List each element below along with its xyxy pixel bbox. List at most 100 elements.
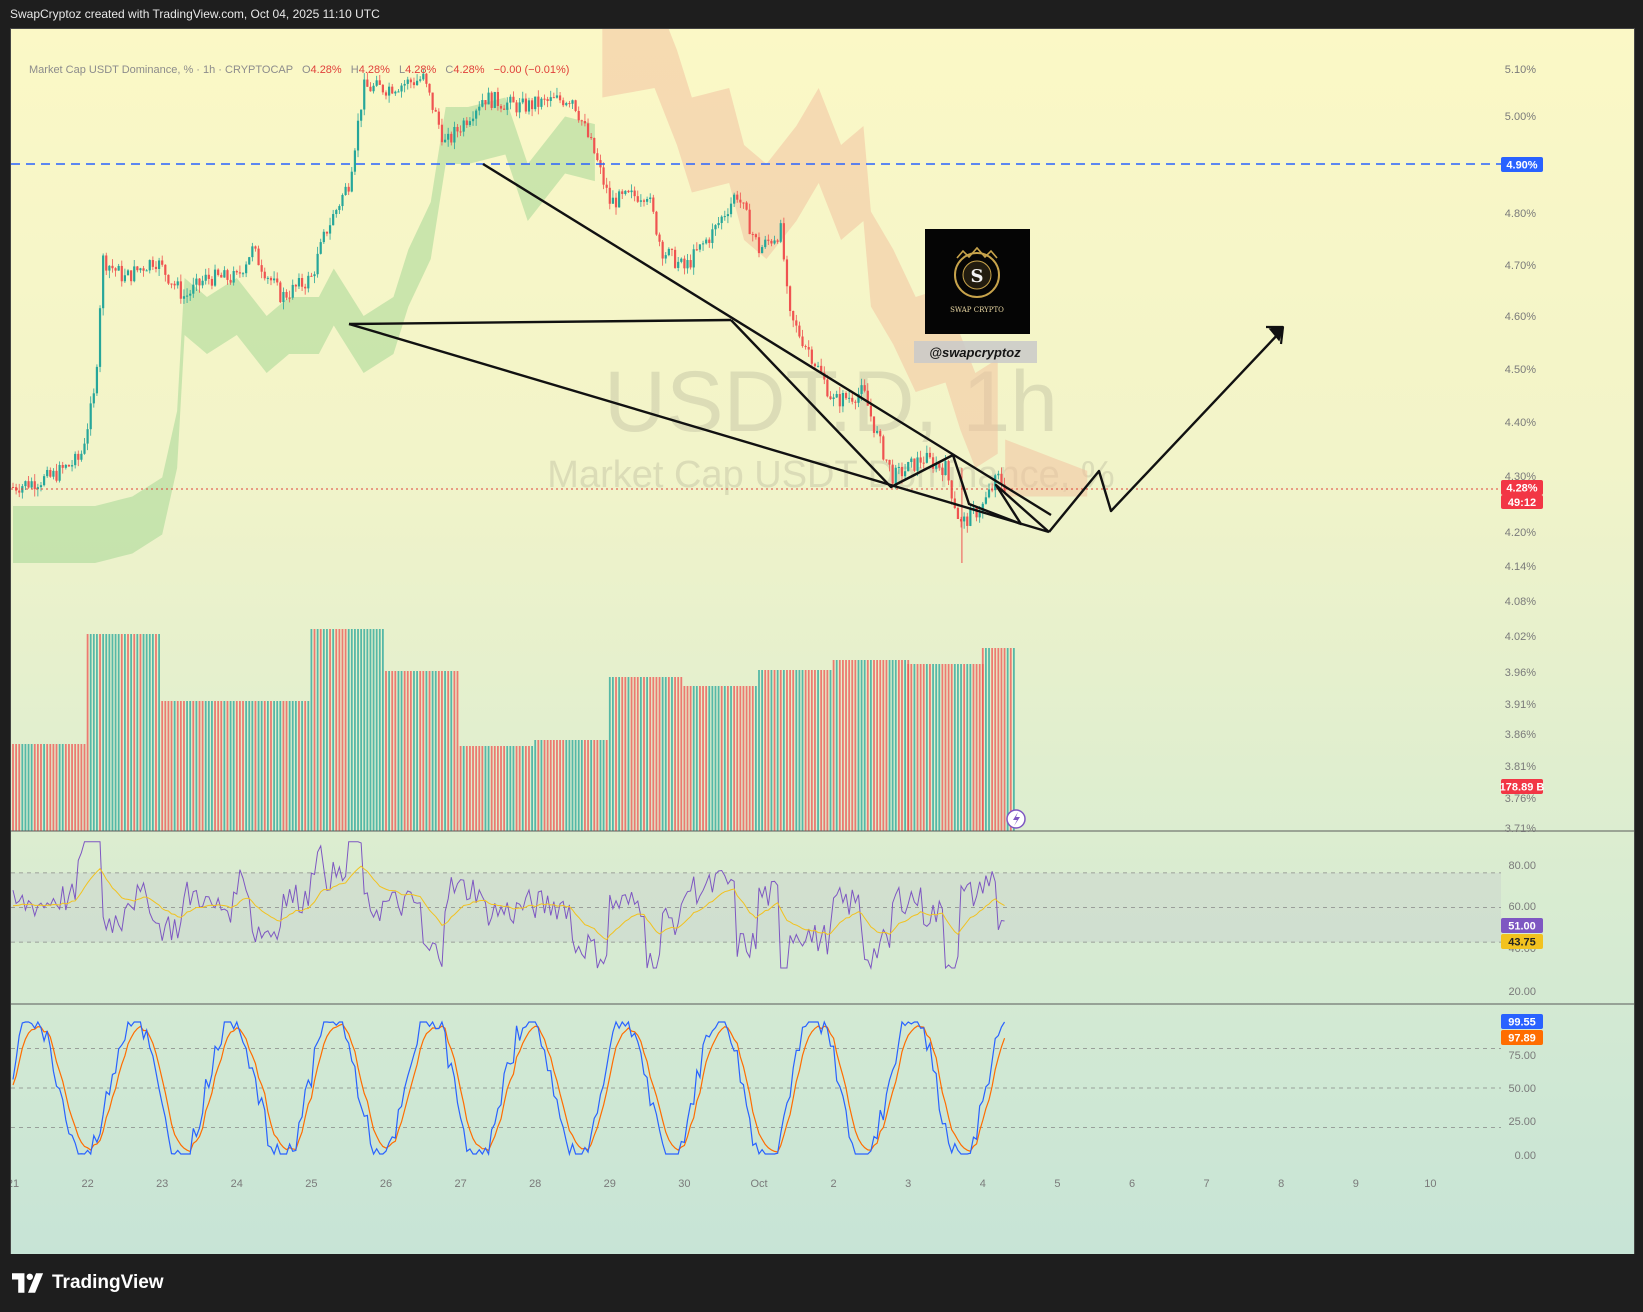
candle-body <box>145 270 148 272</box>
volume-bar <box>273 701 275 831</box>
volume-bar <box>409 671 412 831</box>
stoch-k-line <box>12 1020 1006 1157</box>
volume-bar <box>810 670 813 831</box>
candle-body <box>655 211 658 235</box>
candle-body <box>754 234 757 238</box>
volume-bar <box>232 701 235 831</box>
volume-bar <box>761 670 764 831</box>
pattern-drawings[interactable] <box>348 162 1282 534</box>
volume-bar <box>139 634 142 831</box>
candle-body <box>882 436 885 460</box>
legend-open: 4.28% <box>310 64 342 76</box>
candle-body <box>761 247 764 254</box>
candle-body <box>742 202 745 204</box>
rsi-tick-label: 20.00 <box>1508 986 1536 998</box>
candle-body <box>465 120 468 126</box>
candle-body <box>913 458 916 471</box>
volume-bar <box>643 677 645 831</box>
candle-body <box>608 187 611 204</box>
volume-bar <box>257 701 260 831</box>
candle-body <box>310 275 313 277</box>
volume-bar <box>58 744 61 831</box>
candle-body <box>938 463 941 468</box>
volume-bar <box>80 744 83 831</box>
brand-handle: @swapcryptoz <box>929 345 1021 360</box>
stoch-k-tag: 99.55 <box>1508 1017 1536 1029</box>
candle-body <box>577 110 580 121</box>
candle-body <box>251 246 254 258</box>
volume-bar <box>689 686 692 831</box>
ichimoku-bear-cloud <box>602 29 998 468</box>
volume-bar <box>350 629 353 831</box>
candle-body <box>39 485 43 488</box>
volume-bar <box>584 740 586 831</box>
candle-body <box>89 403 92 430</box>
candle-body <box>788 286 792 312</box>
candle-body <box>739 199 742 203</box>
volume-bar <box>559 740 561 831</box>
volume-bar <box>313 629 316 831</box>
volume-bar <box>947 664 950 831</box>
volume-bar <box>207 701 210 831</box>
volume-bar <box>456 671 459 831</box>
volume-bar <box>789 670 791 831</box>
volume-bar <box>661 677 664 831</box>
volume-bar <box>487 746 490 831</box>
chart-frame[interactable]: USDT.D, 1h Market Cap USDT Dominance, % … <box>10 28 1635 1255</box>
candle-body <box>151 260 154 267</box>
volume-tag-bg <box>1501 779 1543 794</box>
price-tick-label: 3.71% <box>1505 823 1536 835</box>
tradingview-logo[interactable]: TradingView <box>12 1268 164 1298</box>
candle-body <box>928 452 932 458</box>
volume-bar <box>885 660 888 831</box>
candle-body <box>695 249 698 251</box>
candle-body <box>698 244 702 250</box>
time-tick-label: 9 <box>1353 1178 1359 1190</box>
candle-body <box>844 392 848 399</box>
time-axis[interactable]: 21222324252627282930Oct2345678910 <box>11 1178 1437 1190</box>
stoch-rsi-pane[interactable]: 75.00 50.00 25.00 0.00 <box>11 1020 1536 1162</box>
volume-bar <box>776 670 779 831</box>
volume-bar <box>792 670 795 831</box>
price-axis[interactable]: 5.10%5.00%4.80%4.70%4.60%4.50%4.40%4.30%… <box>1505 64 1536 835</box>
volume-bar <box>322 629 325 831</box>
candle-body <box>586 123 590 138</box>
candle-body <box>568 103 571 105</box>
candle-body <box>49 469 52 477</box>
price-tick-label: 5.10% <box>1505 64 1536 76</box>
chart-svg[interactable]: USDT.D, 1h Market Cap USDT Dominance, % … <box>11 29 1634 1254</box>
volume-bar <box>484 746 487 831</box>
candle-body <box>142 268 145 271</box>
volume-bar <box>534 740 537 831</box>
candle-body <box>108 265 111 271</box>
candle-body <box>33 481 36 490</box>
legend-low-label: L <box>399 64 406 76</box>
candle-body <box>602 167 605 185</box>
candle-body <box>254 246 257 249</box>
legend-high-label: H <box>350 64 359 76</box>
candle-body <box>863 385 866 391</box>
volume-bar <box>400 671 403 831</box>
volume-bar <box>332 629 335 831</box>
volume-bar <box>235 701 238 831</box>
legend-change: −0.00 (−0.01%) <box>493 64 570 76</box>
volume-bar <box>904 660 906 831</box>
candle-body <box>297 278 301 287</box>
candle-body <box>757 237 761 254</box>
candle-body <box>997 473 1000 476</box>
candle-body <box>555 95 559 98</box>
candle-body <box>291 284 294 298</box>
candle-body <box>816 365 820 367</box>
volume-bar <box>183 701 185 831</box>
candle-body <box>325 231 329 234</box>
candle-body <box>683 258 686 269</box>
candle-body <box>453 126 456 143</box>
candle-body <box>437 111 440 125</box>
ichimoku-bull-cloud <box>13 97 595 563</box>
symbol-legend[interactable]: Market Cap USDT Dominance, % · 1h · CRYP… <box>29 64 569 76</box>
volume-bar <box>117 634 120 831</box>
candle-body <box>74 453 77 466</box>
volume-bar <box>251 701 254 831</box>
candle-body <box>176 281 179 286</box>
